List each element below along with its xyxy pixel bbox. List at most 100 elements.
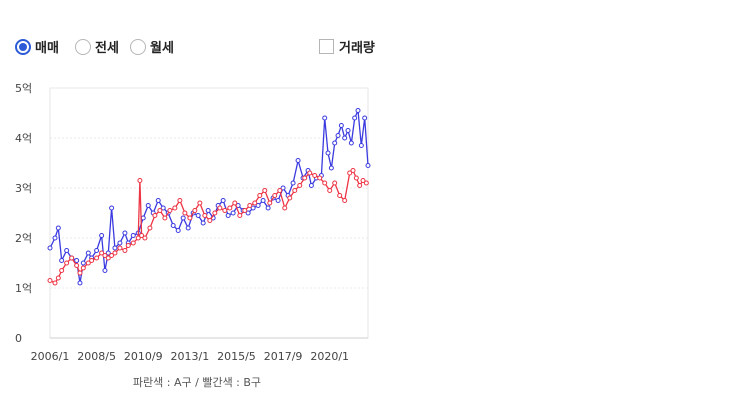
data-point bbox=[102, 268, 108, 273]
data-point bbox=[85, 250, 91, 256]
data-point bbox=[200, 220, 206, 226]
data-point bbox=[237, 213, 243, 218]
data-point bbox=[335, 133, 341, 138]
data-point bbox=[267, 200, 273, 206]
data-point bbox=[342, 135, 348, 141]
data-point bbox=[250, 205, 256, 211]
data-point bbox=[137, 178, 143, 183]
data-point bbox=[358, 143, 364, 148]
data-point bbox=[230, 210, 236, 216]
data-point bbox=[175, 228, 181, 233]
series-b bbox=[47, 168, 369, 286]
data-point bbox=[99, 250, 105, 256]
series-line bbox=[49, 169, 367, 284]
data-point bbox=[342, 198, 348, 203]
x-tick-label: 2006/1 bbox=[31, 350, 70, 363]
data-point bbox=[197, 200, 203, 206]
data-point bbox=[312, 173, 318, 178]
data-point bbox=[212, 210, 218, 216]
data-point bbox=[350, 168, 356, 173]
radio-jeonse-indicator[interactable] bbox=[75, 38, 91, 55]
data-point bbox=[94, 255, 100, 261]
data-point bbox=[55, 225, 61, 231]
data-point bbox=[135, 235, 141, 241]
data-point bbox=[195, 213, 201, 218]
chart-caption: 파란색 : A구 / 빨간색 : B구 bbox=[133, 376, 261, 389]
data-point bbox=[257, 193, 263, 198]
data-point bbox=[69, 255, 75, 261]
data-point bbox=[355, 108, 361, 113]
data-point bbox=[157, 208, 163, 213]
y-tick-label: 3억 bbox=[15, 182, 32, 195]
data-point bbox=[112, 250, 118, 256]
data-point bbox=[222, 208, 228, 213]
data-point bbox=[89, 258, 95, 263]
data-point bbox=[297, 183, 303, 188]
radio-sale-label: 매매 bbox=[35, 41, 59, 56]
data-point bbox=[287, 195, 293, 201]
data-point bbox=[352, 115, 358, 121]
data-point bbox=[185, 225, 191, 231]
axes: 0 1억 2억 3억 4억 5억 2006/1 2008/5 2010/9 2013/1 2015/… bbox=[15, 82, 368, 363]
data-point bbox=[147, 225, 153, 231]
data-point bbox=[145, 203, 151, 208]
x-tick-label: 2020/1 bbox=[310, 350, 349, 363]
data-point bbox=[275, 198, 281, 203]
radio-monthly-rent-indicator[interactable] bbox=[130, 38, 146, 55]
radio-jeonse[interactable]: 전세 bbox=[75, 37, 119, 56]
plot-frame bbox=[49, 87, 369, 339]
data-point bbox=[245, 210, 251, 216]
data-point bbox=[292, 188, 298, 193]
y-tick-label: 0 bbox=[15, 332, 22, 345]
data-point bbox=[80, 260, 86, 266]
data-point bbox=[357, 183, 363, 188]
data-point bbox=[162, 215, 168, 221]
data-point bbox=[363, 180, 369, 186]
data-point bbox=[59, 268, 65, 273]
data-point bbox=[332, 140, 338, 146]
data-point bbox=[328, 165, 334, 171]
data-point bbox=[247, 203, 253, 208]
data-point bbox=[112, 245, 118, 251]
data-point bbox=[94, 248, 100, 253]
data-point bbox=[207, 218, 213, 223]
data-point bbox=[64, 260, 70, 266]
data-point bbox=[170, 223, 176, 228]
data-point bbox=[338, 123, 344, 128]
data-point bbox=[260, 198, 266, 203]
data-point bbox=[252, 200, 258, 206]
data-point bbox=[325, 150, 331, 156]
data-point bbox=[160, 205, 166, 211]
data-point bbox=[345, 128, 351, 133]
data-point bbox=[362, 115, 368, 121]
data-point bbox=[59, 258, 65, 263]
y-tick-label: 4억 bbox=[15, 132, 32, 145]
data-point bbox=[180, 215, 186, 221]
y-tick-label: 1억 bbox=[15, 282, 32, 295]
x-tick-label: 2013/1 bbox=[171, 350, 210, 363]
data-point bbox=[337, 193, 343, 198]
data-point bbox=[332, 180, 338, 186]
volume-checkbox-label: 거래량 bbox=[339, 41, 375, 56]
data-point bbox=[217, 205, 223, 211]
data-point bbox=[85, 260, 91, 266]
radio-sale-indicator[interactable] bbox=[15, 38, 31, 55]
data-point bbox=[302, 175, 308, 181]
grid-lines bbox=[49, 87, 369, 339]
data-point bbox=[80, 265, 86, 271]
data-point bbox=[347, 170, 353, 176]
radio-monthly-rent-label: 월세 bbox=[150, 41, 174, 56]
data-point bbox=[187, 215, 193, 221]
data-point bbox=[307, 170, 313, 176]
data-point bbox=[290, 180, 296, 186]
radio-monthly-rent[interactable]: 월세 bbox=[130, 37, 174, 56]
radio-sale[interactable]: 매매 bbox=[15, 37, 59, 56]
data-point bbox=[225, 213, 231, 218]
data-point bbox=[177, 198, 183, 203]
data-point bbox=[308, 183, 314, 188]
volume-checkbox-box[interactable] bbox=[319, 39, 334, 54]
data-point bbox=[192, 208, 198, 213]
x-tick-label: 2010/9 bbox=[124, 350, 163, 363]
data-point bbox=[52, 280, 58, 286]
volume-checkbox[interactable]: 거래량 bbox=[319, 37, 375, 56]
